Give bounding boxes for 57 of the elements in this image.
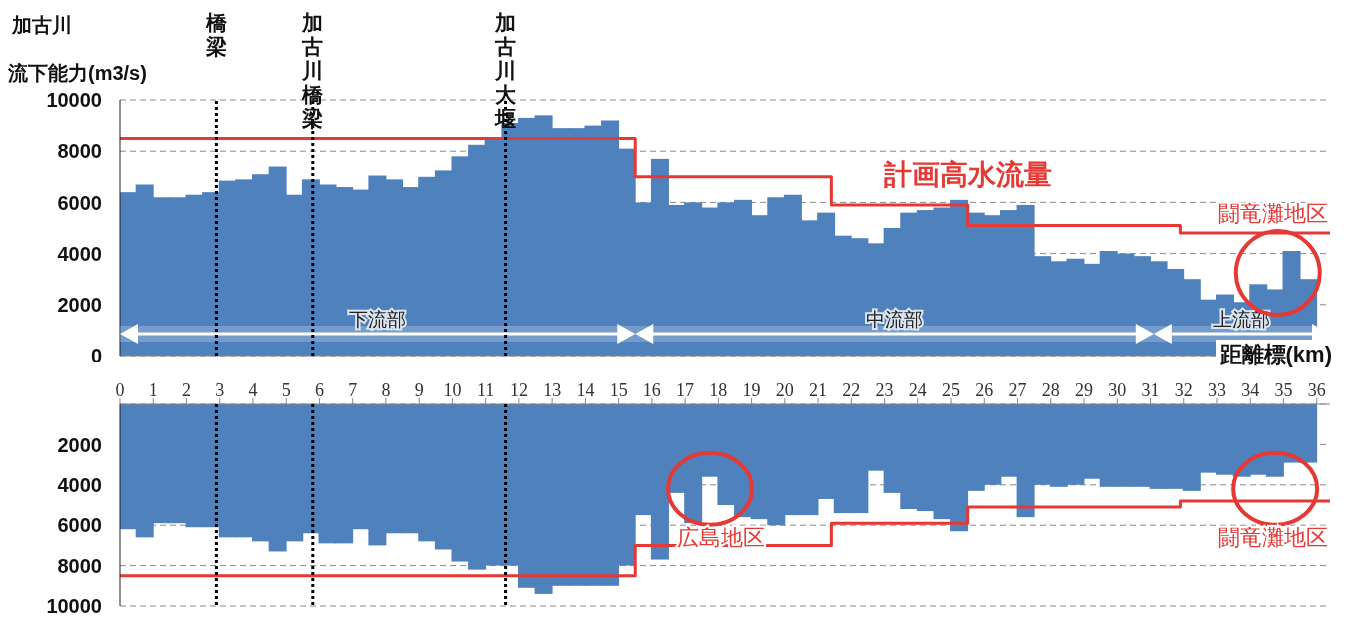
ref-line-label: 加古川橋梁 bbox=[301, 11, 325, 130]
y-tick-label: 6000 bbox=[57, 514, 102, 537]
y-tick-label: 6000 bbox=[57, 191, 102, 214]
x-tick-label: 33 bbox=[1207, 380, 1226, 400]
x-tick-label: 25 bbox=[942, 380, 961, 400]
x-tick-label: 9 bbox=[414, 380, 424, 400]
x-tick-label: 16 bbox=[642, 380, 661, 400]
x-tick-label: 15 bbox=[609, 380, 628, 400]
x-tick-label: 30 bbox=[1108, 380, 1127, 400]
x-tick-label: 4 bbox=[248, 380, 258, 400]
x-tick-label: 19 bbox=[742, 380, 761, 400]
y-tick-label: 4000 bbox=[57, 242, 102, 265]
x-tick-label: 1 bbox=[148, 380, 158, 400]
x-tick-label: 35 bbox=[1274, 380, 1293, 400]
x-tick-label: 34 bbox=[1241, 380, 1260, 400]
annotation: 闘竜灘地区 bbox=[1218, 201, 1328, 227]
x-tick-label: 11 bbox=[476, 380, 495, 400]
series-label: 計画高水流量 bbox=[882, 159, 1052, 191]
x-tick-label: 21 bbox=[809, 380, 828, 400]
x-tick-label: 27 bbox=[1008, 380, 1027, 400]
x-tick-label: 14 bbox=[576, 380, 595, 400]
x-tick-label: 12 bbox=[509, 380, 528, 400]
annotation: 闘竜灘地区 bbox=[1218, 524, 1328, 550]
x-tick-label: 10 bbox=[443, 380, 462, 400]
x-tick-label: 2 bbox=[181, 380, 191, 400]
x-tick-label: 0 bbox=[115, 380, 125, 400]
x-tick-label: 29 bbox=[1075, 380, 1094, 400]
x-tick-label: 8 bbox=[381, 380, 391, 400]
y-tick-label: 8000 bbox=[57, 554, 102, 577]
band-label: 中流部 bbox=[866, 309, 924, 330]
ref-line-label: 橋梁 bbox=[204, 11, 228, 58]
x-tick-label: 28 bbox=[1041, 380, 1060, 400]
y-tick-label: 2000 bbox=[57, 293, 102, 316]
x-tick-label: 24 bbox=[908, 380, 927, 400]
x-tick-label: 23 bbox=[875, 380, 894, 400]
x-tick-label: 18 bbox=[709, 380, 728, 400]
band-label: 下流部 bbox=[349, 309, 407, 330]
x-axis-title: 距離標(km) bbox=[1215, 340, 1336, 370]
x-tick-label: 36 bbox=[1307, 380, 1326, 400]
x-tick-label: 3 bbox=[215, 380, 225, 400]
x-tick-label: 26 bbox=[975, 380, 994, 400]
x-tick-label: 5 bbox=[281, 380, 291, 400]
x-tick-label: 20 bbox=[775, 380, 794, 400]
y-tick-label: 10000 bbox=[46, 595, 102, 618]
y-axis-title: 流下能力(m3/s) bbox=[8, 61, 147, 86]
chart-title: 加古川 bbox=[12, 13, 72, 38]
x-tick-label: 13 bbox=[543, 380, 562, 400]
x-tick-label: 6 bbox=[314, 380, 324, 400]
y-tick-label: 2000 bbox=[57, 433, 102, 456]
x-tick-label: 22 bbox=[842, 380, 861, 400]
y-tick-label: 8000 bbox=[57, 140, 102, 163]
y-tick-label: 4000 bbox=[57, 473, 102, 496]
y-tick-label: 10000 bbox=[46, 89, 102, 112]
x-tick-label: 31 bbox=[1141, 380, 1160, 400]
x-tick-label: 7 bbox=[348, 380, 358, 400]
x-tick-label: 32 bbox=[1174, 380, 1193, 400]
x-tick-label: 17 bbox=[676, 380, 695, 400]
